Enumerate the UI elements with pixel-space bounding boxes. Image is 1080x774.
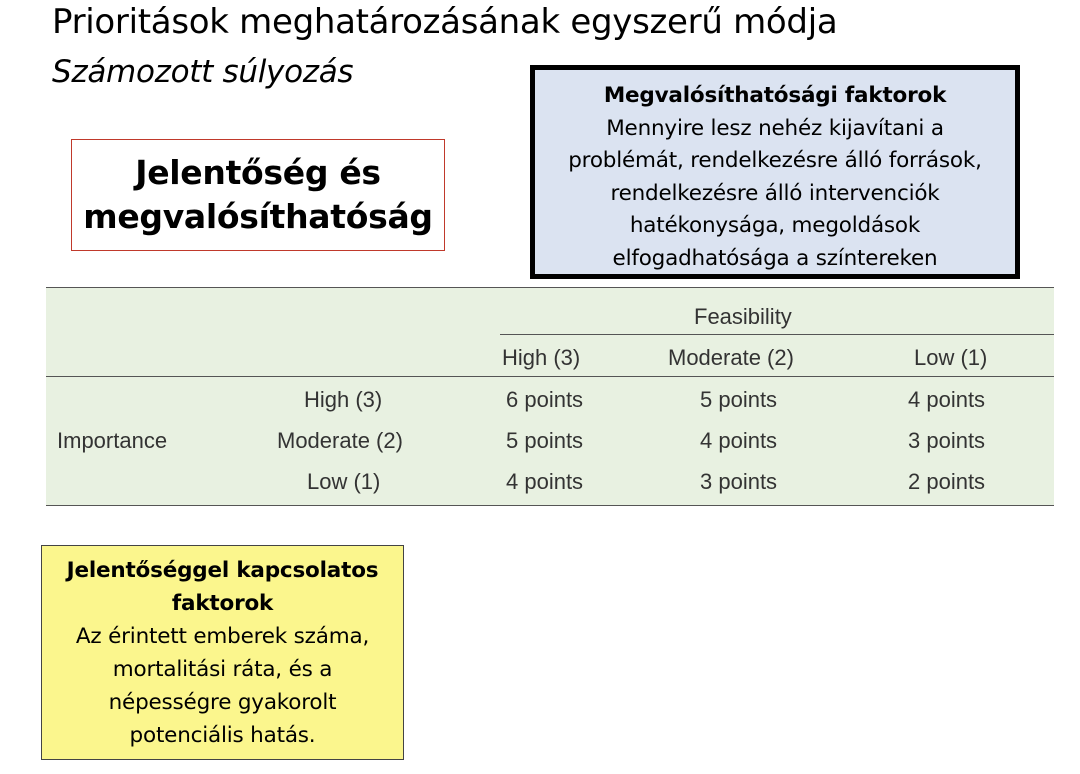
table-cell: 6 points — [506, 387, 584, 412]
table-cell: 5 points — [506, 428, 584, 453]
importance-factors-heading-line: faktorok — [171, 591, 274, 616]
feasibility-factors-line: elfogadhatósága a színtereken — [612, 245, 938, 271]
table-cell: 4 points — [908, 387, 986, 412]
col-header-low: Low (1) — [914, 345, 988, 370]
red-box-line-1: Jelentőség és — [135, 153, 381, 192]
col-header-moderate: Moderate (2) — [668, 345, 794, 370]
table-cell: 4 points — [700, 428, 778, 453]
feasibility-factors-line: problémát, rendelkezésre álló források, — [568, 148, 982, 173]
feasibility-factors-box: Megvalósíthatósági faktorok Mennyire les… — [530, 65, 1020, 279]
importance-factors-line: mortalitási ráta, és a — [112, 657, 333, 682]
row-label-moderate: Moderate (2) — [277, 428, 403, 453]
importance-label: Importance — [57, 428, 168, 453]
col-header-high: High (3) — [502, 345, 581, 370]
importance-factors-line: Az érintett emberek száma, — [75, 624, 370, 649]
row-label-low: Low (1) — [307, 469, 381, 494]
importance-feasibility-box: Jelentőség és megvalósíthatóság — [71, 139, 445, 251]
row-label-high: High (3) — [304, 387, 383, 412]
table-cell: 4 points — [506, 469, 584, 494]
importance-factors-box: Jelentőséggel kapcsolatos faktorok Az ér… — [41, 545, 404, 760]
table-cell: 3 points — [700, 469, 778, 494]
table-cell: 2 points — [908, 469, 986, 494]
importance-factors-line: népességre gyakorolt — [108, 690, 337, 715]
feasibility-factors-line: hatékonysága, megoldások — [629, 213, 921, 238]
importance-factors-line: potenciális hatás. — [129, 723, 316, 748]
header-divider — [46, 376, 1054, 377]
red-box-line-2: megvalósíthatóság — [83, 197, 433, 236]
importance-factors-heading-line: Jelentőséggel kapcsolatos — [66, 558, 379, 583]
feasibility-factors-line: Mennyire lesz nehéz kijavítani a — [606, 115, 944, 141]
feasibility-factors-heading: Megvalósíthatósági faktorok — [603, 83, 947, 108]
feasibility-header: Feasibility — [694, 304, 792, 329]
slide-subtitle: Számozott súlyozás — [52, 54, 354, 90]
scoring-table: Feasibility High (3) Moderate (2) Low (1… — [46, 287, 1054, 506]
table-cell: 3 points — [908, 428, 986, 453]
slide-title: Prioritások meghatározásának egyszerű mó… — [52, 2, 838, 42]
table-cell: 5 points — [700, 387, 778, 412]
feasibility-factors-line: rendelkezésre álló intervenciók — [610, 180, 940, 206]
feasibility-divider — [500, 334, 1054, 335]
